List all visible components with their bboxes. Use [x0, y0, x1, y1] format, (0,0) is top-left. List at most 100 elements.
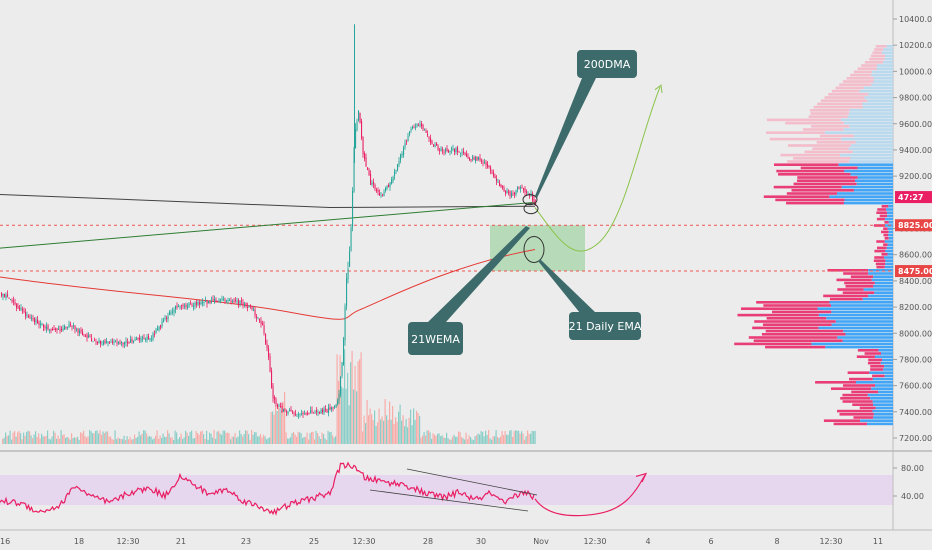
volume-bar: [155, 435, 157, 444]
candle-body: [359, 112, 361, 123]
candle-body: [7, 294, 9, 297]
candle-body: [40, 323, 42, 325]
volume-bar: [486, 435, 488, 444]
profile-bar-sell: [859, 406, 876, 410]
candle-body: [253, 309, 255, 311]
candle-body: [61, 328, 63, 330]
candle-body: [179, 306, 181, 308]
candle-body: [209, 302, 211, 304]
candle-body: [428, 136, 430, 139]
candle-body: [284, 409, 286, 411]
candle-body: [370, 174, 372, 185]
volume-bar: [227, 432, 229, 444]
candle-body: [20, 308, 22, 310]
profile-bar-buy: [860, 419, 893, 422]
volume-bar: [192, 438, 194, 444]
candle-body: [424, 129, 426, 131]
candle-body: [505, 191, 507, 194]
volume-bar: [161, 437, 163, 444]
volume-bar: [531, 430, 533, 444]
x-tick-label: 12:30: [583, 537, 606, 546]
profile-bar-buy: [849, 125, 893, 128]
profile-bar-buy: [845, 333, 893, 336]
candle-body: [527, 192, 529, 194]
volume-bars: [2, 349, 536, 444]
volume-bar: [50, 439, 52, 444]
candle-body: [97, 341, 99, 344]
candle-body: [397, 164, 399, 171]
candle-body: [484, 162, 486, 164]
volume-bar: [140, 435, 142, 444]
profile-bar-sell: [877, 246, 887, 250]
volume-bar: [425, 435, 427, 444]
candle-body: [202, 301, 204, 304]
volume-bar: [99, 430, 101, 444]
volume-bar: [338, 380, 340, 444]
volume-bar: [528, 433, 530, 444]
candle-body: [215, 299, 217, 302]
volume-bar: [303, 436, 305, 444]
candle-body: [368, 169, 370, 176]
candle-body: [463, 151, 465, 153]
profile-bar-buy: [829, 301, 893, 304]
candle-body: [176, 306, 178, 308]
profile-bar-sell: [804, 150, 853, 154]
volume-bar: [248, 434, 250, 444]
profile-bar-buy: [874, 355, 893, 358]
candle-body: [412, 127, 414, 129]
x-tick-label: 12:30: [352, 537, 375, 546]
volume-bar: [78, 439, 80, 444]
profile-bar-buy: [872, 409, 893, 413]
volume-bar: [146, 433, 148, 444]
candle-body: [166, 318, 168, 319]
volume-bar: [20, 433, 22, 444]
candle-body: [373, 182, 375, 185]
volume-bar: [329, 432, 331, 444]
candle-body: [125, 341, 127, 343]
candle-body: [68, 323, 70, 328]
candle-body: [514, 192, 516, 195]
volume-bar: [396, 421, 398, 444]
profile-bar-sell: [819, 134, 854, 138]
volume-bar: [167, 430, 169, 444]
x-tick-label: 12:30: [116, 537, 139, 546]
profile-bar-sell: [769, 137, 842, 141]
candle-body: [167, 316, 169, 320]
projection-path: [534, 86, 661, 252]
volume-bar: [308, 439, 310, 444]
profile-bar-buy: [835, 320, 893, 323]
candle-body: [458, 151, 460, 153]
profile-bar-buy: [849, 109, 893, 112]
volume-bar: [215, 438, 217, 444]
volume-bar: [135, 437, 137, 444]
volume-bar: [144, 430, 146, 444]
volume-bar: [285, 432, 287, 444]
x-tick-label: 21: [176, 537, 186, 546]
candle-body: [289, 410, 291, 412]
profile-bar-sell: [823, 419, 861, 422]
volume-bar: [447, 438, 449, 444]
profile-bar-buy: [853, 134, 893, 138]
volume-bar: [380, 419, 382, 444]
volume-bar: [339, 355, 341, 444]
volume-bar: [74, 437, 76, 444]
candle-body: [377, 190, 379, 193]
volume-bar: [413, 408, 415, 444]
candle-body: [512, 193, 514, 195]
candle-body: [361, 121, 363, 139]
volume-bar: [143, 430, 145, 444]
candle-body: [37, 319, 39, 324]
candle-body: [56, 328, 58, 330]
volume-bar: [500, 436, 502, 444]
volume-bar: [125, 439, 127, 444]
candle-body: [151, 339, 153, 341]
candle-body: [145, 338, 147, 340]
y-tick-label: 9200.00: [899, 172, 932, 181]
candle-body: [208, 301, 210, 304]
volume-bar: [204, 439, 206, 444]
volume-bar: [54, 432, 56, 444]
volume-bar: [104, 433, 106, 444]
volume-bar: [465, 432, 467, 444]
